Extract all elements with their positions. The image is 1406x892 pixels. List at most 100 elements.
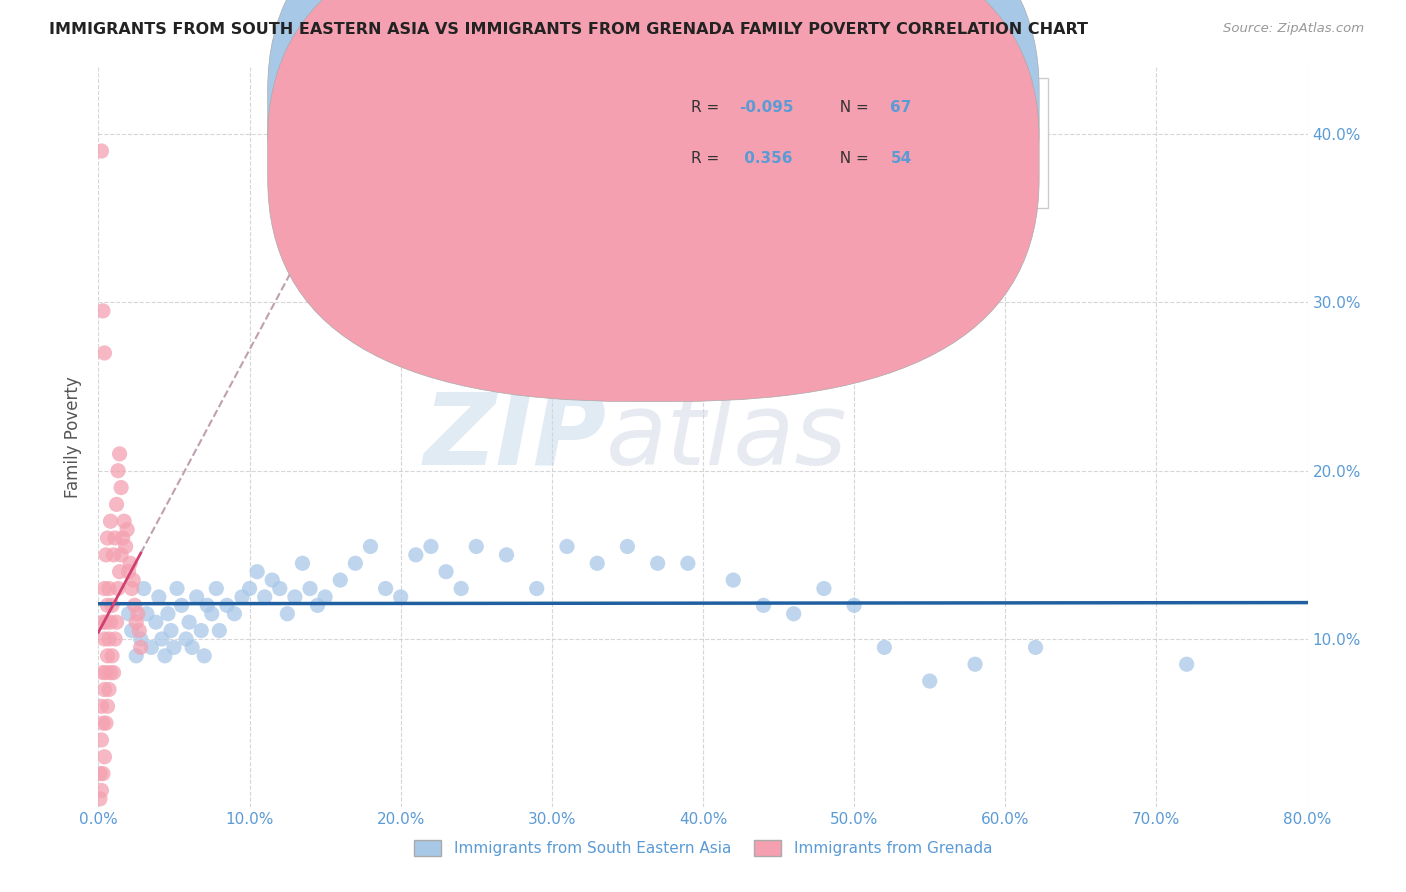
Point: [284, 590, 307, 604]
Point: [94, 615, 117, 630]
Point: [253, 590, 276, 604]
Point: [90, 783, 112, 797]
Point: [125, 648, 148, 663]
Point: [104, 632, 127, 646]
Point: [98, 632, 121, 646]
Point: [101, 648, 124, 663]
Point: [115, 523, 138, 537]
Point: [495, 548, 517, 562]
Point: [93, 682, 115, 697]
Point: [329, 573, 352, 587]
Point: [752, 599, 775, 613]
Point: [465, 540, 488, 554]
Point: [101, 599, 124, 613]
Point: [1024, 640, 1046, 655]
Point: [170, 599, 193, 613]
Point: [93, 632, 115, 646]
Point: [148, 590, 170, 604]
Point: [389, 590, 412, 604]
Point: [118, 565, 141, 579]
Point: [94, 665, 117, 680]
Point: [190, 624, 212, 638]
Text: N =: N =: [830, 152, 873, 166]
Point: [156, 607, 179, 621]
Legend: Immigrants from South Eastern Asia, Immigrants from Grenada: Immigrants from South Eastern Asia, Immi…: [408, 834, 998, 863]
Point: [96, 699, 118, 714]
Point: [100, 514, 122, 528]
Point: [160, 624, 183, 638]
Point: [110, 548, 132, 562]
Text: 67: 67: [890, 100, 912, 115]
Point: [314, 590, 336, 604]
Point: [91, 766, 114, 780]
Point: [201, 607, 224, 621]
Text: IMMIGRANTS FROM SOUTH EASTERN ASIA VS IMMIGRANTS FROM GRENADA FAMILY POVERTY COR: IMMIGRANTS FROM SOUTH EASTERN ASIA VS IM…: [49, 22, 1088, 37]
Point: [420, 540, 443, 554]
Point: [450, 582, 472, 596]
Y-axis label: Family Poverty: Family Poverty: [65, 376, 83, 498]
Point: [100, 665, 122, 680]
Point: [118, 607, 141, 621]
Point: [96, 648, 118, 663]
Point: [434, 565, 457, 579]
Point: [215, 599, 238, 613]
Point: [844, 599, 866, 613]
Point: [813, 582, 835, 596]
Point: [91, 716, 114, 731]
Point: [89, 792, 111, 806]
Point: [94, 716, 117, 731]
Point: [231, 590, 253, 604]
Point: [94, 548, 117, 562]
Text: 54: 54: [890, 152, 911, 166]
Point: [121, 624, 143, 638]
Point: [195, 599, 218, 613]
Point: [91, 304, 114, 318]
Point: [262, 573, 284, 587]
Point: [1175, 657, 1198, 672]
Point: [107, 582, 129, 596]
Point: [111, 531, 134, 545]
Point: [93, 582, 115, 596]
Point: [276, 607, 298, 621]
Point: [647, 556, 669, 570]
Point: [360, 540, 382, 554]
Point: [269, 582, 291, 596]
Point: [181, 640, 204, 655]
Point: [153, 648, 176, 663]
Point: [405, 548, 427, 562]
Point: [676, 556, 699, 570]
Point: [108, 565, 131, 579]
Point: [104, 531, 127, 545]
FancyBboxPatch shape: [267, 0, 1039, 352]
Point: [193, 648, 215, 663]
Point: [105, 497, 128, 511]
Point: [135, 607, 157, 621]
Point: [103, 548, 125, 562]
Point: [205, 582, 228, 596]
Point: [128, 624, 150, 638]
Point: [374, 582, 396, 596]
Text: ZIP: ZIP: [423, 389, 606, 485]
Point: [110, 481, 132, 495]
Point: [125, 615, 148, 630]
Point: [124, 599, 146, 613]
Point: [239, 582, 262, 596]
Point: [132, 582, 155, 596]
Point: [120, 556, 142, 570]
Text: R =: R =: [690, 100, 724, 115]
Point: [90, 733, 112, 747]
Point: [107, 464, 129, 478]
Point: [344, 556, 367, 570]
Point: [129, 632, 152, 646]
Text: N =: N =: [830, 100, 873, 115]
Point: [965, 657, 987, 672]
Text: atlas: atlas: [606, 389, 848, 485]
Point: [98, 582, 121, 596]
Point: [291, 556, 314, 570]
Point: [586, 556, 609, 570]
Point: [307, 599, 329, 613]
Point: [918, 674, 941, 689]
FancyBboxPatch shape: [600, 78, 1047, 208]
Point: [163, 640, 186, 655]
Point: [90, 699, 112, 714]
